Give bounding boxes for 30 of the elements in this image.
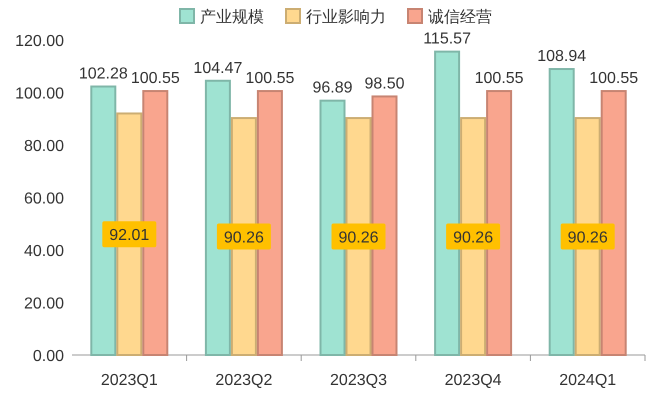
x-tick-label: 2023Q2	[215, 372, 272, 389]
data-label: 108.94	[537, 48, 586, 66]
y-tick-label: 80.00	[24, 138, 64, 155]
data-label: 100.55	[474, 70, 524, 88]
data-label: 90.26	[338, 230, 379, 247]
data-label: 96.89	[312, 80, 353, 97]
y-tick-label: 60.00	[24, 190, 64, 208]
data-label: 98.50	[364, 75, 405, 92]
data-label: 100.55	[130, 70, 180, 88]
legend-label: 产业规模	[200, 8, 264, 26]
legend-label: 行业影响力	[306, 8, 386, 26]
x-tick-label: 2024Q1	[559, 372, 616, 389]
y-tick-label: 0.00	[32, 348, 64, 365]
data-label: 100.55	[245, 70, 294, 88]
x-tick-label: 2023Q1	[100, 372, 158, 389]
data-label: 90.26	[568, 230, 608, 247]
y-tick-label: 20.00	[24, 296, 64, 312]
x-tick-label: 2023Q3	[330, 372, 388, 389]
data-label: 104.47	[193, 60, 242, 77]
legend-label: 诚信经营	[428, 8, 492, 26]
y-tick-label: 40.00	[24, 243, 64, 260]
y-tick-label: 120.00	[15, 33, 64, 50]
data-label: 102.28	[78, 66, 128, 83]
data-label: 90.26	[453, 230, 494, 247]
x-tick-label: 2023Q4	[444, 372, 502, 389]
data-label: 92.01	[109, 227, 150, 244]
data-label: 115.57	[423, 30, 472, 48]
data-label: 90.26	[224, 230, 264, 247]
data-label: 100.55	[589, 70, 638, 88]
y-tick-label: 100.00	[15, 86, 64, 102]
